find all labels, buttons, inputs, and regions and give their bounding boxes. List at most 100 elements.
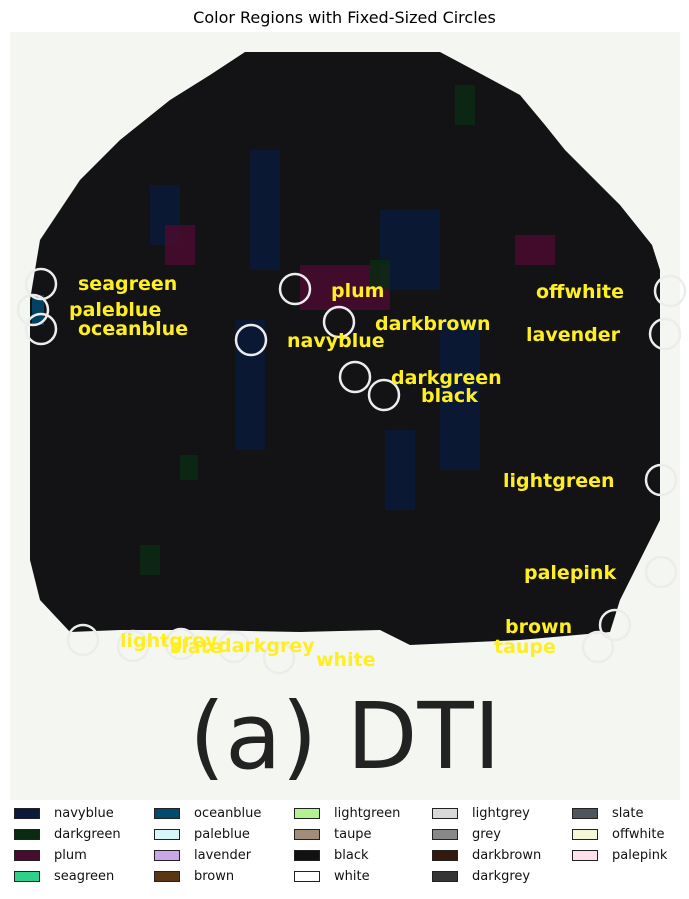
circle-paleblue xyxy=(16,293,50,327)
legend-item-seagreen: seagreen xyxy=(14,866,114,886)
circle-darkgreen xyxy=(338,360,372,394)
legend-swatch-darkgrey xyxy=(432,870,458,882)
circle-taupe xyxy=(581,630,615,664)
image-caption: (a) DTI xyxy=(189,683,501,790)
legend-item-oceanblue: oceanblue xyxy=(154,803,261,823)
legend-swatch-oceanblue xyxy=(154,807,180,819)
legend-label-darkgrey: darkgrey xyxy=(472,868,531,884)
circle-white xyxy=(217,630,251,664)
patch-plum-6 xyxy=(165,225,195,265)
legend-label-lightgreen: lightgreen xyxy=(334,805,401,821)
legend-swatch-lavender xyxy=(154,849,180,861)
circle-plum xyxy=(278,272,312,306)
patch-navyblue-1 xyxy=(250,150,280,270)
patch-navyblue-5 xyxy=(385,430,415,510)
legend-swatch-brown xyxy=(154,870,180,882)
circle-white-secondary xyxy=(262,641,296,675)
legend-item-black: black xyxy=(294,845,369,865)
legend-swatch-seagreen xyxy=(14,870,40,882)
legend-item-darkgreen: darkgreen xyxy=(14,824,121,844)
legend-label-darkbrown: darkbrown xyxy=(472,847,542,863)
legend-item-lightgrey: lightgrey xyxy=(432,803,530,823)
legend-label-oceanblue: oceanblue xyxy=(194,805,262,821)
legend-item-palepink: palepink xyxy=(572,845,667,865)
legend-swatch-lightgreen xyxy=(294,807,320,819)
circle-black xyxy=(367,378,401,412)
legend-item-offwhite: offwhite xyxy=(572,824,665,844)
legend-item-navyblue: navyblue xyxy=(14,803,114,823)
legend-item-brown: brown xyxy=(154,866,234,886)
legend-label-brown: brown xyxy=(194,868,235,884)
legend-item-white: white xyxy=(294,866,370,886)
legend-label-offwhite: offwhite xyxy=(612,826,665,842)
circle-darkbrown xyxy=(322,305,356,339)
legend-swatch-slate xyxy=(572,807,598,819)
legend-label-taupe: taupe xyxy=(334,826,372,842)
legend-swatch-darkgreen xyxy=(14,828,40,840)
chart-title: Color Regions with Fixed-Sized Circles xyxy=(193,8,496,27)
annotation-label-darkgreen: darkgreen xyxy=(391,367,502,389)
legend-swatch-taupe xyxy=(294,828,320,840)
annotation-circles xyxy=(16,267,687,675)
legend-swatch-grey xyxy=(432,828,458,840)
legend-item-paleblue: paleblue xyxy=(154,824,250,844)
circle-lightgrey xyxy=(66,623,100,657)
legend-item-plum: plum xyxy=(14,845,87,865)
annotation-label-taupe: taupe xyxy=(494,636,556,658)
legend-swatch-black xyxy=(294,849,320,861)
legend-item-lavender: lavender xyxy=(154,845,251,865)
circle-slate xyxy=(116,629,150,663)
legend-swatch-palepink xyxy=(572,849,598,861)
annotation-label-seagreen: seagreen xyxy=(78,273,177,295)
annotation-label-paleblue: paleblue xyxy=(69,299,161,321)
patch-navyblue-3 xyxy=(440,320,480,470)
legend-label-plum: plum xyxy=(54,847,87,863)
circle-navyblue xyxy=(234,323,268,357)
annotation-label-black: black xyxy=(421,385,478,407)
legend-item-darkbrown: darkbrown xyxy=(432,845,541,865)
annotation-label-navyblue: navyblue xyxy=(287,330,385,352)
legend-swatch-plum xyxy=(14,849,40,861)
patch-darkgreen-9 xyxy=(370,260,390,290)
annotation-label-lavender: lavender xyxy=(526,324,621,346)
circle-darkgrey xyxy=(164,627,198,661)
legend-swatch-navyblue xyxy=(14,807,40,819)
patch-navyblue-4 xyxy=(235,320,265,450)
legend-item-lightgreen: lightgreen xyxy=(294,803,400,823)
annotation-label-darkgrey: darkgrey xyxy=(218,635,315,657)
dark-region xyxy=(30,52,660,645)
legend-label-paleblue: paleblue xyxy=(194,826,250,842)
circle-palepink xyxy=(644,555,678,589)
legend-label-navyblue: navyblue xyxy=(54,805,114,821)
annotation-label-slate: slate xyxy=(170,636,223,658)
legend-item-slate: slate xyxy=(572,803,643,823)
patch-plum-8 xyxy=(515,235,555,265)
annotation-label-brown: brown xyxy=(505,616,572,638)
legend-label-white: white xyxy=(334,868,370,884)
legend-swatch-darkbrown xyxy=(432,849,458,861)
legend-item-taupe: taupe xyxy=(294,824,372,844)
annotation-label-offwhite: offwhite xyxy=(536,281,624,303)
patch-darkgreen-11 xyxy=(140,545,160,575)
legend-swatch-offwhite xyxy=(572,828,598,840)
legend-label-lavender: lavender xyxy=(194,847,252,863)
legend-label-black: black xyxy=(334,847,369,863)
legend-label-slate: slate xyxy=(612,805,644,821)
patch-darkgreen-12 xyxy=(180,455,198,480)
legend-label-palepink: palepink xyxy=(612,847,668,863)
annotation-label-oceanblue: oceanblue xyxy=(78,318,188,340)
legend-item-darkgrey: darkgrey xyxy=(432,866,530,886)
annotation-label-palepink: palepink xyxy=(524,562,616,584)
legend-swatch-white xyxy=(294,870,320,882)
circle-lightgreen xyxy=(644,463,678,497)
patch-darkgreen-10 xyxy=(455,85,475,125)
annotation-label-lightgrey: lightgrey xyxy=(120,630,218,652)
legend-label-darkgreen: darkgreen xyxy=(54,826,121,842)
circle-oceanblue xyxy=(24,312,58,346)
legend-swatch-paleblue xyxy=(154,828,180,840)
circle-lavender xyxy=(648,317,682,351)
circle-brown xyxy=(598,608,632,642)
legend-item-grey: grey xyxy=(432,824,501,844)
